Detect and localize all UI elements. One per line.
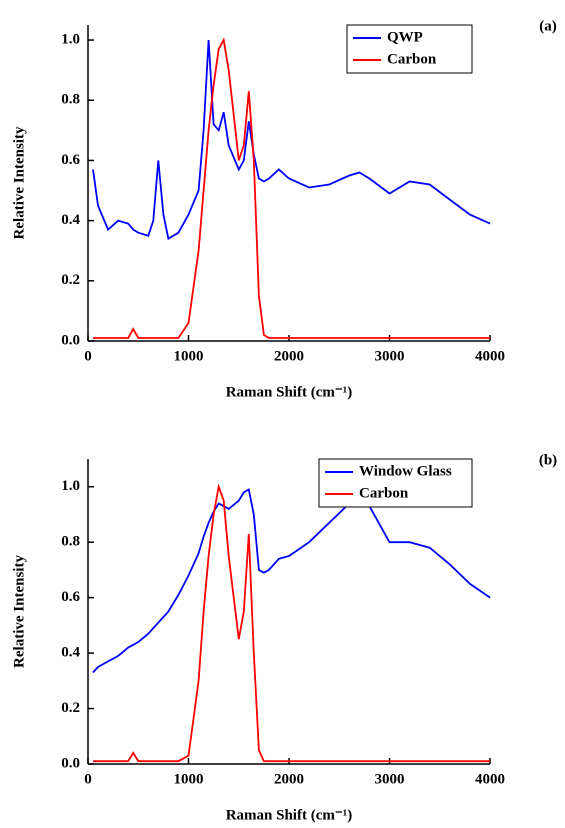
y-axis-label: Relative Intensity (11, 126, 27, 239)
x-axis-label: Raman Shift (cm⁻¹) (226, 807, 353, 823)
legend-label: QWP (387, 29, 423, 45)
x-tick-label: 0 (84, 771, 92, 787)
legend-box (346, 24, 473, 74)
line-series (93, 483, 490, 763)
y-tick-label: 0.2 (61, 272, 80, 288)
line-series (92, 39, 491, 241)
x-tick-label: 0 (84, 348, 92, 364)
x-tick-label: 1000 (174, 348, 204, 364)
y-tick-label: 0.0 (61, 332, 80, 348)
legend-label: Window Glass (359, 463, 452, 479)
y-tick-label: 0.6 (61, 589, 80, 605)
x-tick-label: 2000 (274, 348, 304, 364)
y-tick-label: 0.4 (61, 645, 80, 661)
y-tick-label: 1.0 (61, 478, 80, 494)
x-tick-label: 3000 (375, 771, 405, 787)
y-tick-label: 0.2 (61, 700, 80, 716)
y-tick-label: 1.0 (61, 31, 80, 47)
line-series (92, 488, 491, 674)
y-axis-label: Relative Intensity (11, 555, 27, 668)
x-tick-label: 4000 (475, 348, 505, 364)
x-tick-label: 1000 (174, 771, 204, 787)
y-tick-label: 0.8 (61, 534, 80, 550)
x-tick-label: 3000 (375, 348, 405, 364)
panel-label: (a) (539, 18, 557, 34)
x-axis-label: Raman Shift (cm⁻¹) (226, 384, 353, 400)
line-series (93, 37, 490, 339)
x-tick-label: 4000 (475, 771, 505, 787)
legend-label: Carbon (387, 51, 437, 67)
panel-label: (b) (539, 452, 557, 468)
legend-label: Carbon (359, 485, 409, 501)
y-tick-label: 0.4 (61, 212, 80, 228)
x-tick-label: 2000 (274, 771, 304, 787)
y-tick-label: 0.6 (61, 152, 80, 168)
y-tick-label: 0.0 (61, 755, 80, 771)
y-tick-label: 0.8 (61, 92, 80, 108)
legend-box (318, 458, 473, 508)
